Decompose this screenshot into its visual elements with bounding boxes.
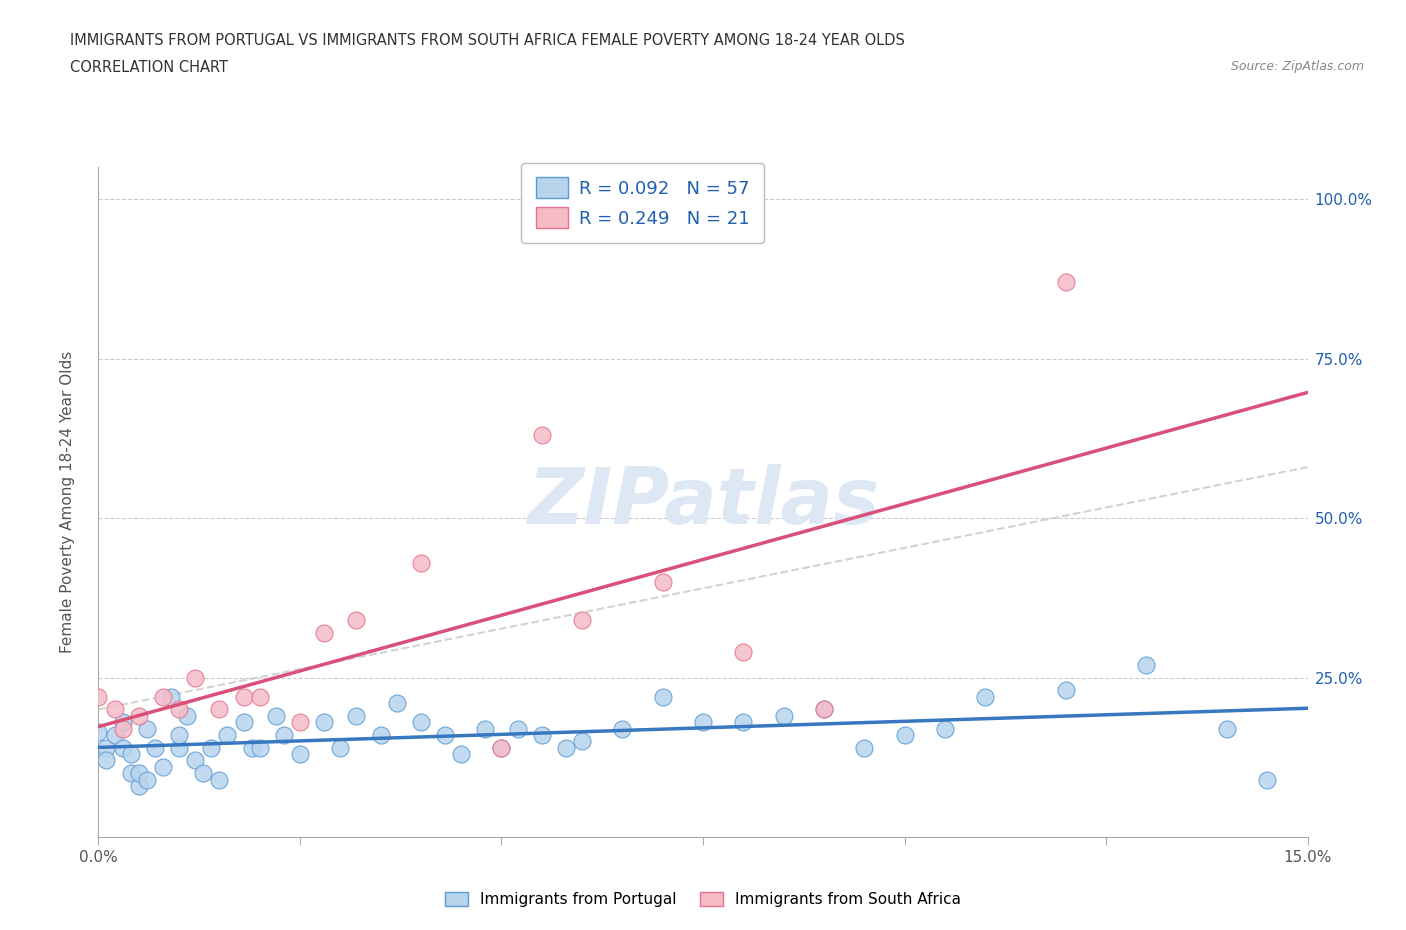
Point <box>184 753 207 768</box>
Point <box>143 740 166 755</box>
Point <box>1135 658 1157 672</box>
Point <box>434 727 457 742</box>
Legend: Immigrants from Portugal, Immigrants from South Africa: Immigrants from Portugal, Immigrants fro… <box>439 885 967 913</box>
Point <box>200 740 222 755</box>
Point <box>651 689 673 704</box>
Point <box>87 724 110 739</box>
Point <box>571 734 593 749</box>
Point <box>167 727 190 742</box>
Point <box>249 689 271 704</box>
Point <box>692 715 714 730</box>
Point <box>853 740 876 755</box>
Point <box>344 613 367 628</box>
Point <box>409 715 432 730</box>
Point <box>160 689 183 704</box>
Point <box>111 715 134 730</box>
Point <box>612 721 634 736</box>
Point <box>128 709 150 724</box>
Point <box>733 644 755 659</box>
Point <box>96 740 118 755</box>
Text: IMMIGRANTS FROM PORTUGAL VS IMMIGRANTS FROM SOUTH AFRICA FEMALE POVERTY AMONG 18: IMMIGRANTS FROM PORTUGAL VS IMMIGRANTS F… <box>70 33 905 47</box>
Point <box>491 740 513 755</box>
Point <box>152 760 174 775</box>
Point <box>491 740 513 755</box>
Text: CORRELATION CHART: CORRELATION CHART <box>70 60 228 75</box>
Point <box>1054 683 1077 698</box>
Point <box>450 747 472 762</box>
Point <box>167 740 190 755</box>
Point <box>273 727 295 742</box>
Point <box>474 721 496 736</box>
Point <box>1256 772 1278 787</box>
Point <box>288 747 311 762</box>
Point <box>96 753 118 768</box>
Point <box>530 727 553 742</box>
Text: Source: ZipAtlas.com: Source: ZipAtlas.com <box>1230 60 1364 73</box>
Point <box>893 727 915 742</box>
Point <box>409 555 432 570</box>
Point <box>733 715 755 730</box>
Point <box>217 727 239 742</box>
Point <box>571 613 593 628</box>
Legend: R = 0.092   N = 57, R = 0.249   N = 21: R = 0.092 N = 57, R = 0.249 N = 21 <box>522 163 763 243</box>
Point <box>813 702 835 717</box>
Point <box>120 747 142 762</box>
Point <box>111 740 134 755</box>
Text: ZIPatlas: ZIPatlas <box>527 464 879 540</box>
Point <box>530 428 553 443</box>
Point <box>329 740 352 755</box>
Point <box>135 721 157 736</box>
Point <box>974 689 997 704</box>
Point <box>184 671 207 685</box>
Point <box>288 715 311 730</box>
Point <box>128 765 150 780</box>
Point <box>249 740 271 755</box>
Point <box>1054 274 1077 289</box>
Y-axis label: Female Poverty Among 18-24 Year Olds: Female Poverty Among 18-24 Year Olds <box>60 352 75 654</box>
Point <box>135 772 157 787</box>
Point <box>208 702 231 717</box>
Point <box>370 727 392 742</box>
Point <box>167 702 190 717</box>
Point <box>176 709 198 724</box>
Point <box>240 740 263 755</box>
Point <box>208 772 231 787</box>
Point <box>314 626 336 641</box>
Point <box>103 702 125 717</box>
Point <box>264 709 287 724</box>
Point <box>813 702 835 717</box>
Point <box>651 575 673 590</box>
Point <box>87 689 110 704</box>
Point <box>555 740 578 755</box>
Point <box>193 765 215 780</box>
Point <box>152 689 174 704</box>
Point <box>772 709 794 724</box>
Point <box>314 715 336 730</box>
Point <box>344 709 367 724</box>
Point <box>111 721 134 736</box>
Point <box>128 778 150 793</box>
Point <box>934 721 956 736</box>
Point <box>232 715 254 730</box>
Point <box>103 727 125 742</box>
Point <box>1216 721 1239 736</box>
Point <box>506 721 529 736</box>
Point <box>232 689 254 704</box>
Point <box>120 765 142 780</box>
Point <box>385 696 408 711</box>
